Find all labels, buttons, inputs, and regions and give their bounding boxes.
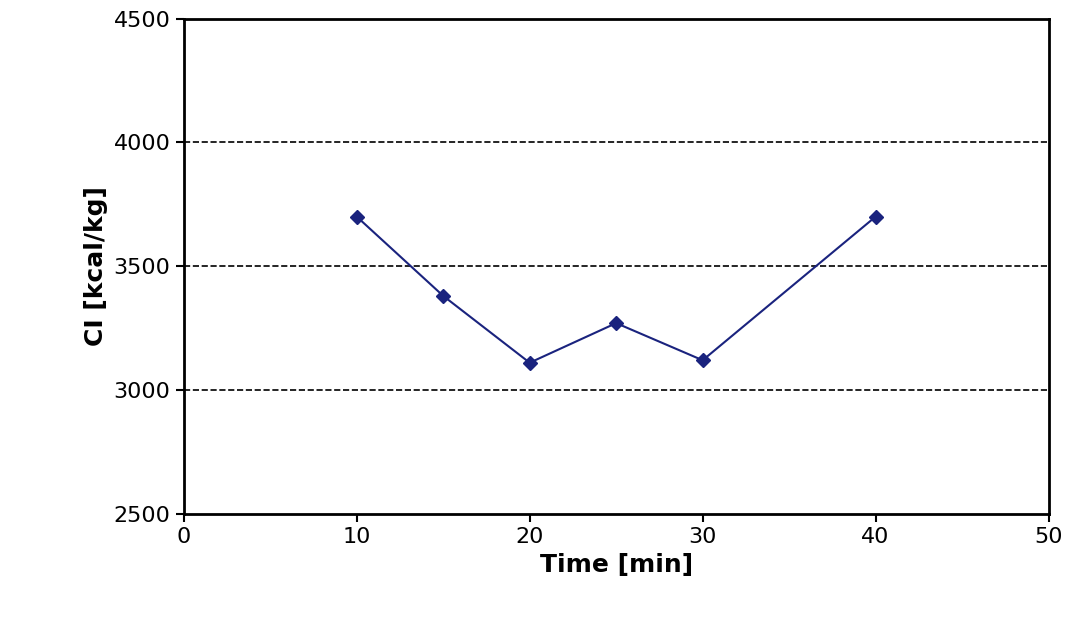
X-axis label: Time [min]: Time [min] [539,553,693,576]
Y-axis label: CI [kcal/kg]: CI [kcal/kg] [84,186,108,346]
